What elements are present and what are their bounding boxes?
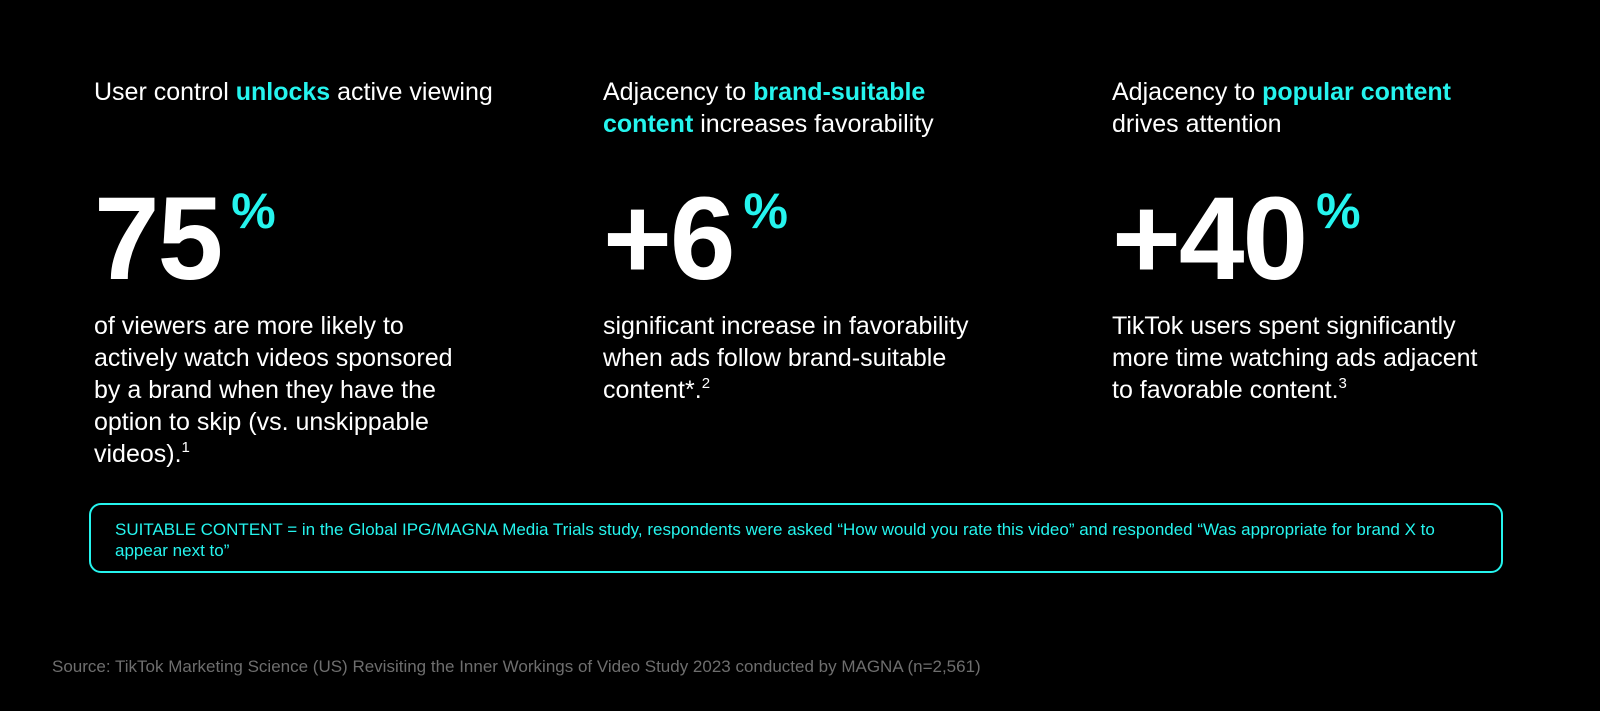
source-citation: Source: TikTok Marketing Science (US) Re… [52,657,981,676]
stat-number: 75 [94,173,223,305]
stat-headline: Adjacency to popular content drives atte… [1112,76,1512,140]
stat-column-brand-suitable: Adjacency to brand-suitable content incr… [603,76,1003,406]
headline-text: increases favorability [693,110,934,138]
stat-description: of viewers are more likely to actively w… [94,310,479,470]
description-text: of viewers are more likely to actively w… [94,312,453,468]
headline-highlight: brand-suitable content [603,78,926,138]
headline-highlight: popular content [1262,78,1451,106]
big-stat: +40 % [1112,173,1512,305]
stat-percent-sign: % [743,183,789,239]
stat-number: +40 [1112,173,1308,305]
big-stat: +6 % [603,173,1003,305]
description-text: TikTok users spent significantly more ti… [1112,312,1478,404]
stat-column-user-control: User control unlocks active viewing 75 %… [94,76,494,470]
note-text: SUITABLE CONTENT = in the Global IPG/MAG… [115,520,1435,560]
headline-text: User control [94,78,236,106]
suitable-content-note: SUITABLE CONTENT = in the Global IPG/MAG… [89,503,1503,573]
footnote-marker: 3 [1338,375,1347,392]
footnote-marker: 2 [701,375,711,392]
headline-highlight: unlocks [235,78,331,106]
stat-number: +6 [603,173,736,305]
big-stat: 75 % [94,173,494,305]
stat-column-popular-content: Adjacency to popular content drives atte… [1112,76,1512,406]
headline-text: active viewing [330,78,493,106]
description-text: significant increase in favorability whe… [603,312,969,404]
stat-description: significant increase in favorability whe… [603,310,988,406]
stat-headline: Adjacency to brand-suitable content incr… [603,76,1003,140]
headline-text: Adjacency to [603,78,754,106]
stat-percent-sign: % [231,183,276,239]
stat-percent-sign: % [1316,183,1361,239]
headline-text: drives attention [1112,110,1282,138]
headline-text: Adjacency to [1112,78,1263,106]
stat-headline: User control unlocks active viewing [94,76,494,140]
stat-description: TikTok users spent significantly more ti… [1112,310,1497,406]
footnote-marker: 1 [181,439,190,456]
